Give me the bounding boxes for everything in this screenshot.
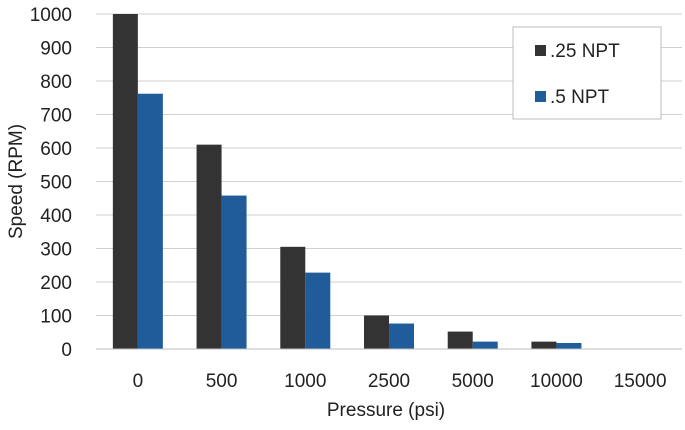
x-tick-label-1000: 1000 <box>284 371 326 392</box>
y-tick-label-700: 700 <box>40 106 72 127</box>
legend-swatch-5-npt <box>535 91 546 102</box>
bar-25npt-500 <box>196 144 222 349</box>
y-tick-label-600: 600 <box>40 139 72 160</box>
y-tick-label-0: 0 <box>61 340 72 361</box>
x-tick-label-0: 0 <box>133 371 144 392</box>
gridlines <box>96 13 682 316</box>
bar-5npt-10000 <box>556 342 582 349</box>
bar-25npt-2500 <box>364 315 389 349</box>
bar-5npt-0 <box>137 93 163 349</box>
x-tick-label-10000: 10000 <box>530 371 583 392</box>
legend-box <box>512 26 662 120</box>
x-tick-label-500: 500 <box>206 371 238 392</box>
y-tick-labels: 0 100 200 300 400 500 600 700 800 900 1000 <box>30 5 72 361</box>
x-tick-labels: 0 500 1000 2500 5000 10000 15000 <box>133 371 667 392</box>
bar-25npt-0 <box>112 14 138 349</box>
y-tick-label-1000: 1000 <box>30 5 72 26</box>
legend-label-25-npt: .25 NPT <box>550 41 620 62</box>
y-tick-label-800: 800 <box>40 72 72 93</box>
bar-5npt-500 <box>221 195 247 349</box>
x-axis-title: Pressure (psi) <box>327 400 445 421</box>
bar-5npt-1000 <box>305 272 331 349</box>
bars <box>112 14 582 349</box>
y-axis-title: Speed (RPM) <box>6 124 27 239</box>
legend-label-5-npt: .5 NPT <box>550 87 610 108</box>
bar-25npt-1000 <box>280 246 306 349</box>
y-tick-label-200: 200 <box>40 273 72 294</box>
bar-5npt-2500 <box>389 323 414 349</box>
bar-25npt-5000 <box>447 331 473 349</box>
x-tick-label-5000: 5000 <box>452 371 494 392</box>
y-tick-label-500: 500 <box>40 173 72 194</box>
y-tick-label-100: 100 <box>40 307 72 328</box>
bar-5npt-5000 <box>472 341 498 349</box>
y-tick-label-900: 900 <box>40 39 72 60</box>
x-tick-label-2500: 2500 <box>368 371 410 392</box>
legend: .25 NPT .5 NPT <box>512 26 662 120</box>
y-tick-label-300: 300 <box>40 240 72 261</box>
y-tick-label-400: 400 <box>40 206 72 227</box>
legend-swatch-25-npt <box>535 45 546 56</box>
x-tick-label-15000: 15000 <box>614 371 667 392</box>
bar-25npt-10000 <box>531 341 557 349</box>
